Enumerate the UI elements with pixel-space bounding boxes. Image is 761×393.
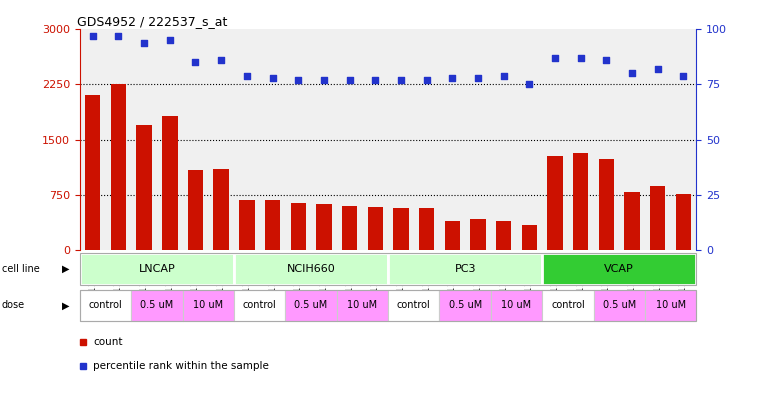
Point	[318, 77, 330, 83]
Text: 10 uM: 10 uM	[501, 300, 532, 310]
Point	[240, 73, 253, 79]
Text: 10 uM: 10 uM	[193, 300, 224, 310]
Text: percentile rank within the sample: percentile rank within the sample	[94, 362, 269, 371]
Bar	[265, 200, 280, 250]
Text: ▶: ▶	[62, 264, 70, 274]
Bar	[234, 290, 285, 321]
Bar	[650, 186, 666, 250]
Bar	[234, 253, 388, 285]
Bar	[368, 208, 383, 250]
Bar	[543, 253, 696, 285]
Point	[343, 77, 355, 83]
Point	[215, 57, 228, 63]
Text: control: control	[397, 300, 431, 310]
Point	[189, 59, 202, 66]
Bar	[522, 225, 537, 250]
Text: 10 uM: 10 uM	[347, 300, 377, 310]
Bar	[213, 169, 229, 250]
Bar	[491, 290, 543, 321]
Bar	[162, 116, 177, 250]
Bar	[291, 203, 306, 250]
Text: GDS4952 / 222537_s_at: GDS4952 / 222537_s_at	[77, 15, 228, 28]
Bar	[599, 159, 614, 250]
Point	[651, 66, 664, 72]
Text: 10 uM: 10 uM	[655, 300, 686, 310]
Bar	[543, 290, 594, 321]
Text: VCAP: VCAP	[604, 264, 634, 274]
Bar	[388, 290, 440, 321]
Bar	[85, 95, 100, 250]
Bar	[132, 290, 183, 321]
Point	[677, 73, 689, 79]
Point	[421, 77, 433, 83]
Text: NCIH660: NCIH660	[287, 264, 336, 274]
Bar	[317, 204, 332, 250]
Text: 0.5 uM: 0.5 uM	[448, 300, 482, 310]
Bar	[419, 208, 435, 250]
Text: count: count	[94, 337, 123, 347]
Bar	[239, 200, 255, 250]
Point	[446, 75, 458, 81]
Bar	[645, 290, 696, 321]
Bar	[440, 290, 491, 321]
Bar	[388, 253, 543, 285]
Point	[498, 73, 510, 79]
Point	[472, 75, 484, 81]
Text: control: control	[551, 300, 584, 310]
Bar	[136, 125, 152, 250]
Bar	[496, 220, 511, 250]
Point	[626, 70, 638, 77]
Point	[549, 55, 561, 61]
Bar	[444, 221, 460, 250]
Bar	[336, 290, 388, 321]
Bar	[188, 170, 203, 250]
Text: 0.5 uM: 0.5 uM	[295, 300, 328, 310]
Bar	[547, 156, 563, 250]
Text: control: control	[89, 300, 123, 310]
Bar	[285, 290, 336, 321]
Text: dose: dose	[2, 300, 24, 310]
Bar	[676, 194, 691, 250]
Bar	[80, 290, 132, 321]
Point	[369, 77, 381, 83]
Bar	[80, 253, 234, 285]
Bar	[393, 208, 409, 250]
Bar	[183, 290, 234, 321]
Point	[113, 33, 125, 39]
Text: LNCAP: LNCAP	[139, 264, 175, 274]
Point	[164, 37, 176, 44]
Point	[395, 77, 407, 83]
Point	[600, 57, 613, 63]
Bar	[111, 84, 126, 250]
Point	[266, 75, 279, 81]
Text: 0.5 uM: 0.5 uM	[140, 300, 174, 310]
Bar	[625, 192, 640, 250]
Point	[575, 55, 587, 61]
Bar	[342, 206, 358, 250]
Point	[138, 40, 150, 46]
Bar	[573, 153, 588, 250]
Point	[292, 77, 304, 83]
Point	[87, 33, 99, 39]
Bar	[594, 290, 645, 321]
Text: PC3: PC3	[454, 264, 476, 274]
Text: ▶: ▶	[62, 300, 70, 310]
Point	[524, 81, 536, 88]
Bar	[470, 219, 486, 250]
Text: 0.5 uM: 0.5 uM	[603, 300, 636, 310]
Text: control: control	[243, 300, 276, 310]
Text: cell line: cell line	[2, 264, 40, 274]
